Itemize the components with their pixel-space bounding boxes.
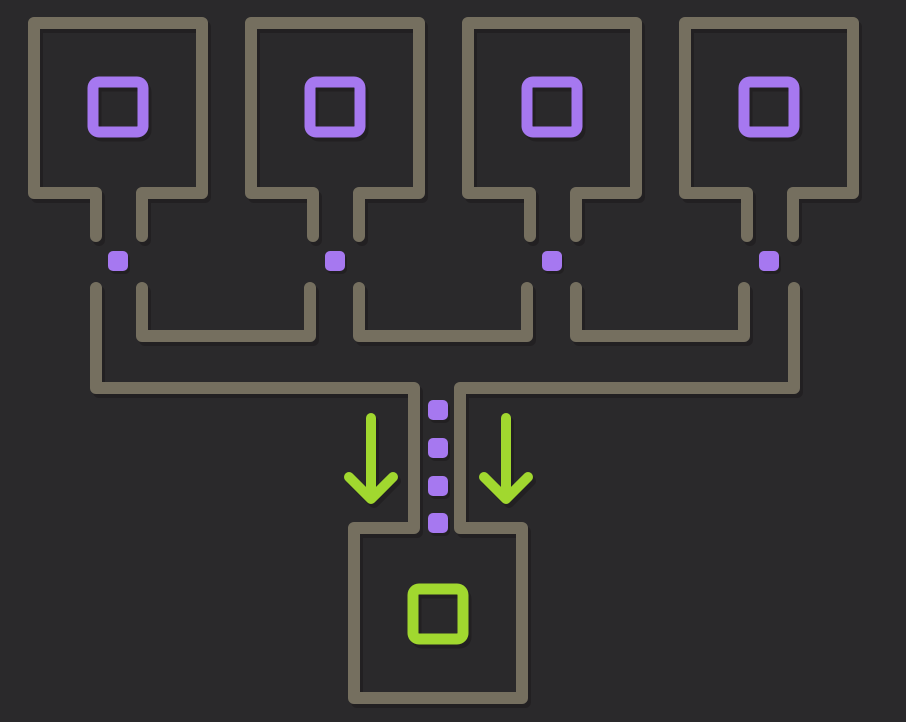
source-block xyxy=(87,76,152,142)
down-arrow-icon xyxy=(344,413,401,508)
funnel-packet xyxy=(428,513,450,536)
flow-arrows xyxy=(344,413,536,508)
source-block xyxy=(304,76,369,142)
source-room-wall xyxy=(28,17,211,246)
packet-layer xyxy=(108,251,781,536)
down-arrow-icon xyxy=(479,413,536,508)
source-room-wall xyxy=(245,17,428,246)
funnel-packet xyxy=(428,476,450,499)
funnel-packet xyxy=(428,438,450,461)
connector-pipe-wall xyxy=(570,282,753,346)
source-block xyxy=(521,76,586,142)
maze-walls xyxy=(28,17,862,708)
source-block xyxy=(738,76,803,142)
collector-pipe-wall xyxy=(90,282,803,708)
source-room-wall xyxy=(462,17,645,246)
funnel-packet xyxy=(428,400,450,423)
source-packet xyxy=(542,251,564,274)
connector-pipe-wall xyxy=(136,282,319,346)
source-room-wall xyxy=(679,17,862,246)
block-layer xyxy=(87,76,803,649)
goal-block xyxy=(407,583,472,649)
source-packet xyxy=(108,251,130,274)
source-packet xyxy=(759,251,781,274)
connector-pipe-wall xyxy=(353,282,536,346)
source-packet xyxy=(325,251,347,274)
